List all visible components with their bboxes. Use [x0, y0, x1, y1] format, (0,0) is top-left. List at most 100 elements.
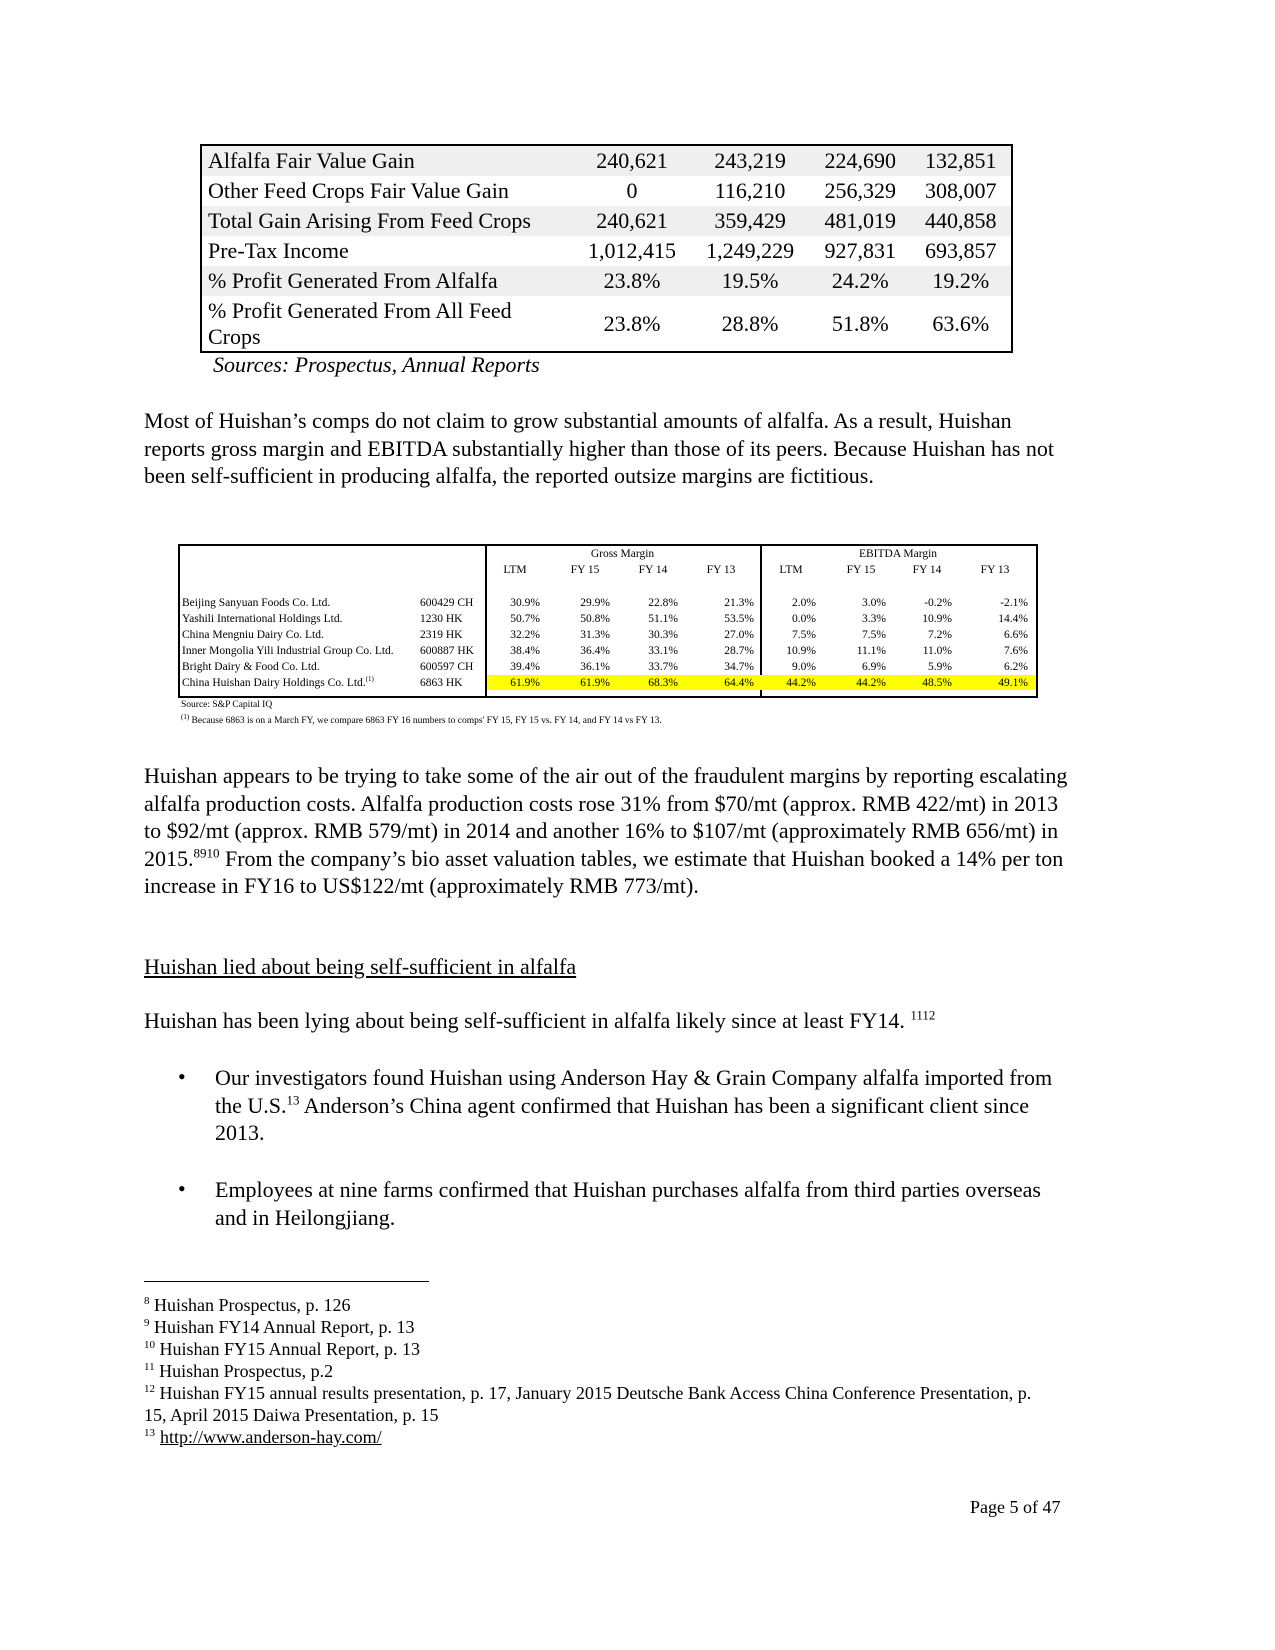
column-header: FY 13: [706, 564, 736, 576]
cell-value: 693,857: [924, 238, 997, 263]
margin-value: 61.9%: [510, 677, 540, 689]
margin-value: 29.9%: [580, 597, 610, 609]
cell-value: 23.8%: [603, 310, 661, 336]
margin-value: 39.4%: [510, 661, 540, 673]
page-number: Page 5 of 47: [970, 1497, 1061, 1517]
margin-value: 10.9%: [786, 645, 816, 657]
cell-value: 440,858: [924, 208, 997, 233]
ticker: 1230 HK: [420, 613, 463, 625]
table-row: China Huishan Dairy Holdings Co. Ltd.(1)…: [180, 675, 1036, 691]
section-heading: Huishan lied about being self-sufficient…: [144, 954, 577, 979]
footnote: 10 Huishan FY15 Annual Report, p. 13: [144, 1339, 420, 1359]
footnote: 11 Huishan Prospectus, p.2: [144, 1361, 334, 1381]
ticker: 6863 HK: [420, 677, 463, 689]
cell-value: 0: [626, 178, 638, 203]
column-header: FY 14: [638, 564, 668, 576]
margin-value: 11.1%: [856, 645, 886, 657]
cell-value: 24.2%: [831, 268, 889, 293]
ticker: 600887 HK: [420, 645, 474, 657]
cell-value: 240,621: [596, 148, 668, 173]
cell-value: 308,007: [924, 178, 997, 203]
margin-value: 53.5%: [724, 613, 754, 625]
margin-value: 44.2%: [786, 677, 816, 689]
table-row: Alfalfa Fair Value Gain 240,621 243,219 224…: [201, 145, 1012, 176]
cell-value: 51.8%: [831, 310, 889, 336]
footnote-divider: [144, 1281, 429, 1282]
table-row: Other Feed Crops Fair Value Gain 0 116,210…: [201, 176, 1012, 206]
row-label: % Profit Generated From Alfalfa: [208, 268, 498, 293]
margin-value: 3.0%: [862, 597, 886, 609]
margin-value: 30.9%: [510, 597, 540, 609]
margin-value: 7.5%: [862, 629, 886, 641]
cell-value: 1,249,229: [706, 238, 795, 263]
comps-margin-table: Gross Margin EBITDA Margin LTM FY 15 FY 14…: [178, 544, 1038, 698]
row-label: % Profit Generated From All Feed Crops: [208, 297, 512, 349]
margin-value: 11.0%: [922, 645, 952, 657]
margin-value: 6.6%: [1004, 629, 1028, 641]
footnote[interactable]: 13 http://www.anderson-hay.com/: [144, 1427, 382, 1447]
company-name: China Mengniu Dairy Co. Ltd.: [182, 629, 324, 641]
margin-value: 49.1%: [998, 677, 1028, 689]
bullet-item: Our investigators found Huishan using An…: [215, 1065, 1053, 1145]
cell-value: 116,210: [714, 178, 786, 203]
margin-value: 61.9%: [580, 677, 610, 689]
paragraph: Huishan appears to be trying to take som…: [144, 763, 1068, 898]
paragraph: Most of Huishan’s comps do not claim to …: [144, 408, 1054, 488]
ticker: 600597 CH: [420, 661, 474, 673]
footnote: 12 Huishan FY15 annual results presentat…: [144, 1383, 1032, 1425]
footnote: 9 Huishan FY14 Annual Report, p. 13: [144, 1317, 415, 1337]
margin-value: 7.2%: [928, 629, 952, 641]
bullet-icon: •: [178, 1064, 186, 1089]
company-name: Inner Mongolia Yili Industrial Group Co.…: [182, 645, 394, 657]
cell-value: 132,851: [924, 148, 997, 173]
row-label: Pre-Tax Income: [208, 238, 349, 263]
margin-value: 7.6%: [1004, 645, 1028, 657]
column-header: FY 15: [846, 564, 876, 576]
margin-value: 44.2%: [856, 677, 886, 689]
cell-value: 63.6%: [932, 310, 990, 336]
margin-value: 10.9%: [922, 613, 952, 625]
table-row: % Profit Generated From All Feed Crops 23…: [201, 296, 1012, 352]
company-name: China Huishan Dairy Holdings Co. Ltd.(1): [182, 675, 374, 689]
bullet-icon: •: [178, 1176, 186, 1201]
cell-value: 359,429: [714, 208, 786, 233]
margin-value: 36.1%: [580, 661, 610, 673]
margin-value: 14.4%: [998, 613, 1028, 625]
margin-value: 27.0%: [724, 629, 754, 641]
column-header: LTM: [779, 564, 803, 576]
margin-value: 30.3%: [648, 629, 678, 641]
cell-value: 19.2%: [932, 268, 990, 293]
table-source: Sources: Prospectus, Annual Reports: [213, 352, 540, 377]
company-name: Yashili International Holdings Ltd.: [182, 613, 343, 625]
margin-value: 38.4%: [510, 645, 540, 657]
ticker: 2319 HK: [420, 629, 463, 641]
margin-value: 51.1%: [648, 613, 678, 625]
ticker: 600429 CH: [420, 597, 474, 609]
cell-value: 19.5%: [721, 268, 779, 293]
margin-value: 34.7%: [724, 661, 754, 673]
footnotes: 8 Huishan Prospectus, p. 126 9 Huishan FY…: [144, 1294, 1044, 1448]
table-row: China Mengniu Dairy Co. Ltd. 2319 HK 32.2%…: [180, 627, 1036, 643]
cell-value: 481,019: [824, 208, 897, 233]
comps-note: (1) Because 6863 is on a March FY, we co…: [181, 712, 662, 726]
table-row: Bright Dairy & Food Co. Ltd. 600597 CH 39.…: [180, 659, 1036, 675]
margin-value: 9.0%: [792, 661, 816, 673]
margin-value: 6.9%: [862, 661, 886, 673]
margin-value: 50.7%: [510, 613, 540, 625]
margin-value: -2.1%: [1000, 597, 1028, 609]
paragraph: Huishan has been lying about being self-…: [144, 1007, 936, 1033]
table-row: Pre-Tax Income 1,012,415 1,249,229 927,831 6…: [201, 236, 1012, 266]
table-row: Inner Mongolia Yili Industrial Group Co.…: [180, 643, 1036, 659]
cell-value: 927,831: [824, 238, 897, 263]
table-row: % Profit Generated From Alfalfa 23.8% 19.5…: [201, 266, 1012, 296]
margin-value: 31.3%: [580, 629, 610, 641]
footnote: 8 Huishan Prospectus, p. 126: [144, 1295, 351, 1315]
row-label: Other Feed Crops Fair Value Gain: [208, 178, 509, 203]
column-header: FY 15: [570, 564, 600, 576]
margin-value: 32.2%: [510, 629, 540, 641]
row-label: Total Gain Arising From Feed Crops: [208, 208, 531, 233]
margin-value: 7.5%: [792, 629, 816, 641]
margin-value: 33.1%: [648, 645, 678, 657]
cell-value: 243,219: [714, 148, 786, 173]
margin-value: 0.0%: [792, 613, 816, 625]
